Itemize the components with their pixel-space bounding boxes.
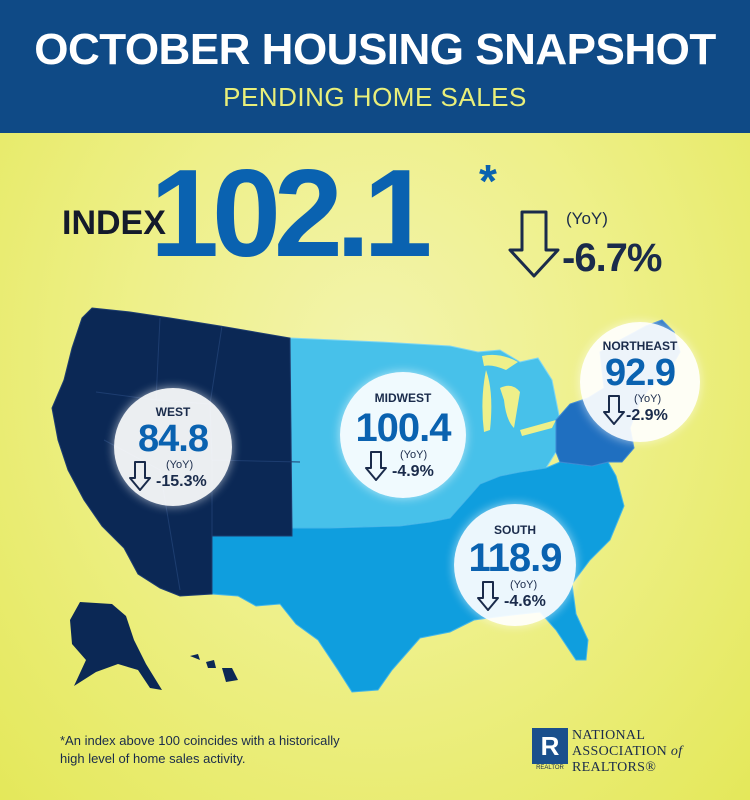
west-value: 84.8 bbox=[138, 418, 209, 460]
south-yoy-label: (YoY) bbox=[510, 579, 538, 591]
south-change: -4.6% bbox=[504, 593, 546, 610]
org-name-line1: NATIONAL bbox=[572, 728, 646, 743]
midwest-name: MIDWEST bbox=[374, 391, 432, 405]
midwest-down-arrow-icon bbox=[365, 451, 387, 481]
index-label: INDEX bbox=[62, 204, 166, 242]
index-asterisk: * bbox=[479, 155, 497, 207]
south-down-arrow-icon bbox=[477, 581, 499, 611]
great-lakes bbox=[482, 354, 556, 436]
northeast-down-arrow-icon bbox=[603, 395, 625, 425]
realtor-logo-letter: R bbox=[532, 728, 568, 764]
northeast-bubble: NORTHEAST 92.9 (YoY) -2.9% bbox=[580, 322, 700, 442]
northeast-name: NORTHEAST bbox=[602, 339, 678, 353]
org-name-line2: ASSOCIATION bbox=[572, 744, 668, 760]
org-name-of: of bbox=[670, 744, 683, 760]
midwest-change: -4.9% bbox=[392, 463, 434, 480]
south-bubble: SOUTH 118.9 (YoY) -4.6% bbox=[454, 504, 576, 626]
west-change: -15.3% bbox=[156, 473, 207, 490]
index-value: 102.1 bbox=[150, 145, 432, 283]
alaska bbox=[70, 602, 162, 690]
northeast-change: -2.9% bbox=[626, 407, 668, 424]
national-down-arrow-icon bbox=[508, 210, 560, 278]
org-name-line3: REALTORS® bbox=[572, 760, 657, 776]
page-title: OCTOBER HOUSING SNAPSHOT bbox=[34, 25, 716, 74]
west-bubble: WEST 84.8 (YoY) -15.3% bbox=[114, 388, 232, 506]
northeast-yoy-label: (YoY) bbox=[634, 393, 662, 405]
hawaii bbox=[190, 654, 238, 682]
national-yoy-label: (YoY) bbox=[566, 209, 608, 228]
org-name: NATIONAL ASSOCIATION of REALTORS® bbox=[572, 728, 682, 776]
midwest-value: 100.4 bbox=[355, 406, 451, 450]
south-name: SOUTH bbox=[494, 523, 536, 537]
west-yoy-label: (YoY) bbox=[166, 459, 194, 471]
midwest-yoy-label: (YoY) bbox=[400, 449, 428, 461]
page-subtitle: PENDING HOME SALES bbox=[223, 82, 527, 112]
midwest-bubble: MIDWEST 100.4 (YoY) -4.9% bbox=[340, 372, 466, 498]
south-value: 118.9 bbox=[468, 536, 563, 580]
northeast-value: 92.9 bbox=[605, 352, 676, 394]
national-change: -6.7% bbox=[562, 236, 662, 280]
west-down-arrow-icon bbox=[129, 461, 151, 491]
west-name: WEST bbox=[155, 405, 191, 419]
header-banner: OCTOBER HOUSING SNAPSHOT PENDING HOME SA… bbox=[0, 0, 750, 133]
realtor-logo: R REALTOR bbox=[532, 728, 568, 771]
footnote: *An index above 100 coincides with a his… bbox=[60, 733, 340, 766]
realtor-logo-caption: REALTOR bbox=[536, 765, 564, 771]
